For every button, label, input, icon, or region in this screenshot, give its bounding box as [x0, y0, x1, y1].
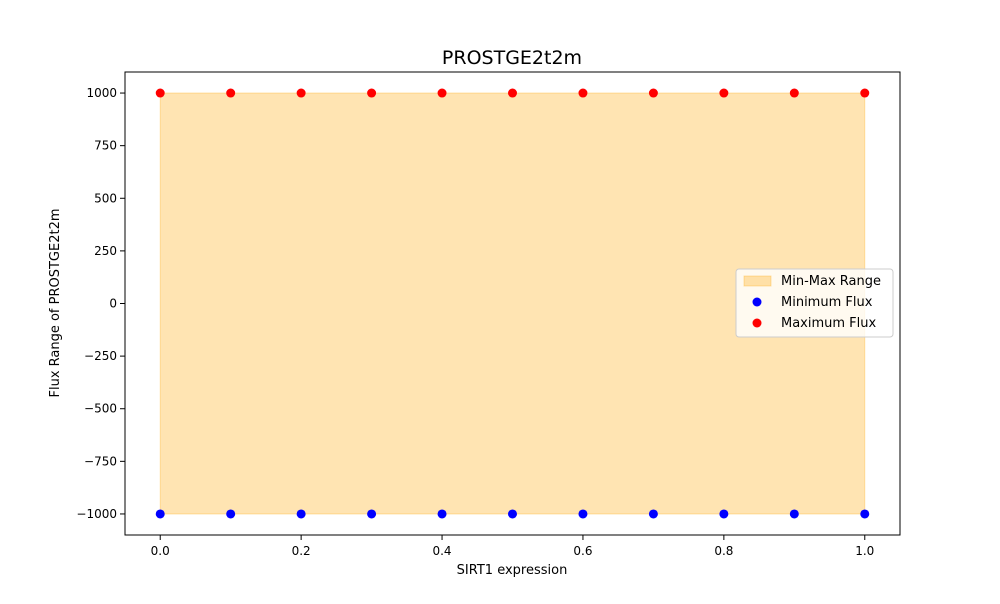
y-tick-label: −500 — [84, 402, 117, 416]
y-tick-label: 250 — [94, 244, 117, 258]
maximum-flux-point — [648, 88, 658, 98]
maximum-flux-point — [860, 88, 870, 98]
x-tick-label: 0.6 — [573, 544, 592, 558]
y-tick-label: 500 — [94, 191, 117, 205]
maximum-flux-point — [508, 88, 517, 98]
maximum-flux-point — [719, 88, 729, 98]
legend-label-range: Min-Max Range — [781, 274, 881, 289]
maximum-flux-point — [367, 88, 377, 98]
minimum-flux-point — [789, 509, 799, 519]
minimum-flux-point — [367, 509, 377, 519]
x-tick-label: 0.8 — [714, 544, 733, 558]
maximum-flux-point — [155, 88, 165, 98]
y-tick-label: 750 — [94, 139, 117, 153]
maximum-flux-point — [296, 88, 306, 98]
legend-box — [735, 268, 894, 338]
minimum-flux-point — [648, 509, 658, 519]
maximum-flux-point — [437, 88, 447, 98]
legend-label-maximum-flux: Maximum Flux — [781, 316, 877, 331]
y-tick-label: 0 — [109, 297, 117, 311]
minimum-flux-point — [226, 509, 236, 519]
legend-marker-minimum-flux — [752, 297, 762, 307]
minimum-flux-point — [296, 509, 306, 519]
x-axis-label: SIRT1 expression — [457, 563, 568, 578]
legend-label-minimum-flux: Minimum Flux — [781, 295, 873, 310]
minimum-flux-point — [860, 509, 870, 519]
minimum-flux-point — [578, 509, 588, 519]
minimum-flux-point — [155, 509, 165, 519]
chart-title: PROSTGE2t2m — [442, 47, 582, 69]
y-tick-label: −250 — [84, 349, 117, 363]
x-tick-label: 0.0 — [151, 544, 170, 558]
minimum-flux-point — [719, 509, 729, 519]
maximum-flux-point — [226, 88, 236, 98]
y-tick-label: −1000 — [76, 507, 117, 521]
maximum-flux-point — [789, 88, 799, 98]
legend-swatch-range — [743, 275, 772, 287]
x-tick-label: 0.4 — [432, 544, 451, 558]
minimum-flux-point — [508, 509, 517, 519]
legend-marker-maximum-flux — [752, 318, 762, 328]
chart-legend: Min-Max Range Minimum Flux Maximum Flux — [735, 268, 894, 338]
x-tick-label: 1.0 — [855, 544, 874, 558]
maximum-flux-point — [578, 88, 588, 98]
y-tick-label: 1000 — [86, 86, 117, 100]
minimum-flux-point — [437, 509, 447, 519]
y-tick-label: −750 — [84, 454, 117, 468]
x-tick-label: 0.2 — [292, 544, 311, 558]
y-axis-label: Flux Range of PROSTGE2t2m — [48, 208, 63, 397]
plot-area: 0.0 0.2 0.4 0.6 0.8 1.0 −1000 −750 −500 −250 0 250 5… — [76, 71, 901, 558]
